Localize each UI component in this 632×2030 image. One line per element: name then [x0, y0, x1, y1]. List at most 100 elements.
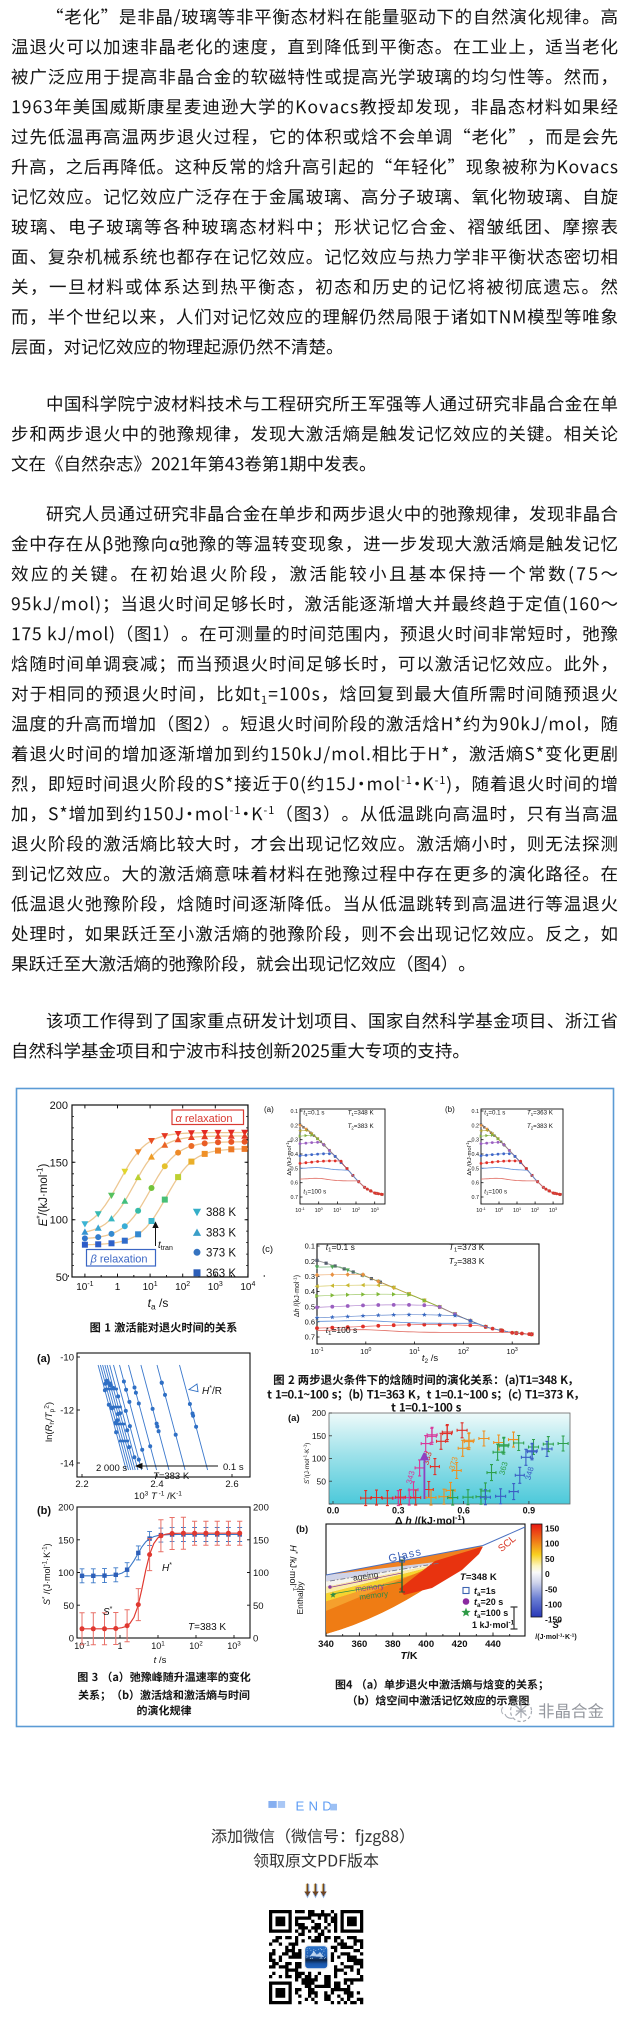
svg-text:10-1: 10-1 [76, 1281, 93, 1293]
svg-text:50: 50 [63, 1601, 74, 1612]
svg-text:150: 150 [312, 1431, 326, 1441]
svg-text:0.4: 0.4 [291, 1152, 299, 1158]
svg-text:102: 102 [458, 1347, 469, 1356]
svg-text:440: 440 [485, 1639, 501, 1650]
svg-text:t1=0.1 s: t1=0.1 s [326, 1242, 355, 1254]
svg-text:t1=0.1 s: t1=0.1 s [303, 1110, 324, 1117]
svg-text:388 K: 388 K [206, 1207, 236, 1219]
svg-text:103: 103 [371, 1207, 379, 1214]
svg-text:(b): (b) [445, 1105, 455, 1114]
svg-text:ln(Rh/Tp2): ln(Rh/Tp2) [43, 1402, 56, 1442]
svg-text:(a): (a) [264, 1105, 274, 1114]
svg-text:E*/(kJ·mol-1): E*/(kJ·mol-1) [36, 1164, 50, 1227]
svg-text:100: 100 [495, 1207, 503, 1214]
svg-text:102: 102 [531, 1207, 539, 1214]
svg-text:t1=0.1 s: t1=0.1 s [484, 1110, 505, 1117]
svg-text:T=383 K: T=383 K [153, 1471, 190, 1482]
svg-text:0: 0 [69, 1634, 74, 1645]
svg-text:T2=383 K: T2=383 K [348, 1123, 375, 1130]
svg-text:0.1: 0.1 [291, 1109, 299, 1115]
svg-text:103: 103 [208, 1281, 223, 1293]
svg-text:100: 100 [315, 1207, 323, 1214]
svg-text:348: 348 [524, 1465, 536, 1481]
svg-text:t1=100 s: t1=100 s [303, 1188, 326, 1195]
svg-text:-10: -10 [60, 1353, 74, 1364]
svg-text:Enthalpy: Enthalpy [295, 1581, 305, 1615]
svg-text:H*: H* [162, 1562, 172, 1574]
svg-text:t1=100 s: t1=100 s [326, 1325, 357, 1337]
svg-text:0.6: 0.6 [472, 1181, 480, 1187]
svg-text:100: 100 [50, 1215, 68, 1227]
svg-text:/(J·mol-1·K-1): /(J·mol-1·K-1) [535, 1632, 576, 1641]
svg-text:373: 373 [448, 1455, 460, 1471]
svg-text:α relaxation: α relaxation [176, 1113, 233, 1125]
svg-text:100: 100 [312, 1454, 326, 1464]
svg-text:T1=348 K: T1=348 K [348, 1110, 375, 1117]
svg-text:360: 360 [351, 1639, 367, 1650]
svg-text:0.5: 0.5 [291, 1166, 299, 1172]
svg-text:0.6: 0.6 [291, 1181, 299, 1187]
svg-text:0.9: 0.9 [523, 1506, 536, 1516]
svg-text:10-1: 10-1 [311, 1347, 324, 1356]
svg-text:0.6: 0.6 [305, 1318, 315, 1327]
svg-text:373 K: 373 K [206, 1247, 236, 1259]
svg-text:380: 380 [385, 1639, 401, 1650]
svg-text:1: 1 [115, 1282, 121, 1293]
svg-text:0: 0 [253, 1634, 258, 1645]
svg-text:0.3: 0.3 [291, 1138, 299, 1144]
svg-text:2.4: 2.4 [150, 1479, 163, 1490]
svg-text:150: 150 [58, 1535, 74, 1546]
svg-text:END: END [296, 1799, 336, 1814]
svg-text:50: 50 [545, 1554, 555, 1564]
svg-text:(a): (a) [37, 1353, 51, 1365]
svg-text:S*: S* [553, 1619, 562, 1631]
svg-text:-12: -12 [60, 1406, 74, 1417]
svg-text:0.4: 0.4 [472, 1152, 480, 1158]
svg-text:10-1: 10-1 [476, 1207, 485, 1214]
svg-text:10-1: 10-1 [74, 1641, 90, 1651]
svg-text:0.0: 0.0 [327, 1506, 340, 1516]
svg-text:103 T -1 /K-1: 103 T -1 /K-1 [134, 1490, 182, 1502]
svg-text:ta=20 s: ta=20 s [474, 1597, 503, 1609]
svg-text:0.6: 0.6 [457, 1506, 470, 1516]
svg-text:102: 102 [175, 1281, 190, 1293]
svg-text:H*/R: H*/R [202, 1385, 222, 1397]
svg-text:100: 100 [545, 1539, 559, 1549]
svg-text:T1=373 K: T1=373 K [449, 1242, 485, 1254]
svg-text:0: 0 [545, 1569, 550, 1579]
svg-text:104: 104 [240, 1281, 255, 1293]
svg-text:103: 103 [227, 1641, 241, 1651]
svg-text:T=348 K: T=348 K [460, 1572, 497, 1583]
svg-text:T2=383 K: T2=383 K [527, 1123, 554, 1130]
svg-text:-50: -50 [545, 1584, 558, 1594]
svg-text:t1=100 s: t1=100 s [484, 1188, 507, 1195]
svg-text:100: 100 [360, 1347, 371, 1356]
svg-text:2.2: 2.2 [75, 1479, 88, 1490]
svg-text:0.7: 0.7 [472, 1195, 480, 1201]
svg-text:101: 101 [409, 1347, 420, 1356]
svg-text:0.2: 0.2 [305, 1257, 315, 1266]
svg-text:103: 103 [549, 1207, 557, 1214]
svg-text:0.7: 0.7 [291, 1195, 299, 1201]
svg-text:340: 340 [318, 1639, 334, 1650]
svg-text:(c): (c) [262, 1244, 273, 1255]
svg-text:0.1: 0.1 [305, 1242, 315, 1251]
svg-text:ttran: ttran [158, 1240, 173, 1252]
svg-text:T1=363 K: T1=363 K [527, 1110, 554, 1117]
svg-text:Δh /(kJ·mol-1): Δh /(kJ·mol-1) [292, 1275, 301, 1317]
svg-text:(b): (b) [296, 1524, 308, 1535]
svg-text:101: 101 [151, 1641, 165, 1651]
svg-text:-150: -150 [545, 1615, 562, 1625]
svg-text:T/K: T/K [401, 1650, 418, 1662]
svg-text:β relaxation: β relaxation [90, 1253, 148, 1265]
svg-text:363 K: 363 K [206, 1268, 236, 1280]
svg-text:T=383 K: T=383 K [188, 1622, 226, 1633]
svg-text:ta /s: ta /s [148, 1296, 169, 1311]
svg-text:0.5: 0.5 [305, 1302, 315, 1311]
svg-text:420: 420 [452, 1639, 468, 1650]
svg-text:103: 103 [507, 1347, 518, 1356]
svg-text:memory: memory [359, 1589, 389, 1601]
svg-text:Δh /(kJ·mol-1): Δh /(kJ·mol-1) [465, 1140, 473, 1175]
svg-text:200: 200 [58, 1503, 74, 1514]
svg-text:0.3: 0.3 [392, 1506, 405, 1516]
